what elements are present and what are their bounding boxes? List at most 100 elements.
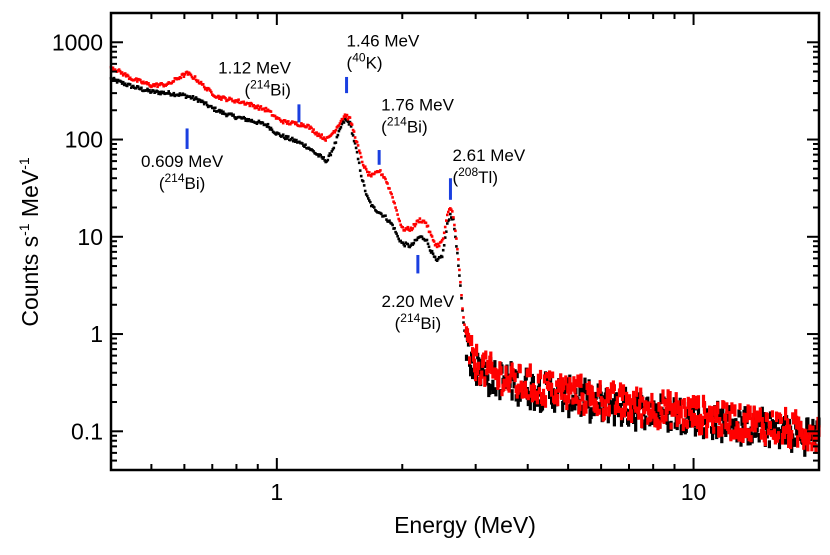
spectrum-red-point <box>795 415 799 430</box>
spectrum-red-point <box>526 394 530 401</box>
spectrum-red-point <box>123 72 127 75</box>
spectrum-black-point <box>548 390 552 399</box>
spectrum-red-point <box>399 223 402 227</box>
spectrum-black-point <box>293 138 296 141</box>
spectrum-red-point <box>237 98 240 101</box>
spectrum-black-point <box>450 216 453 219</box>
spectrum-red-point <box>661 389 665 404</box>
spectrum-black-point <box>435 259 439 262</box>
spectrum-black-point <box>684 426 688 433</box>
spectrum-black-point <box>727 405 731 417</box>
spectrum-red-point <box>626 398 630 406</box>
spectrum-red-point <box>657 402 661 412</box>
spectrum-red-point <box>559 373 563 389</box>
spectrum-black-point <box>177 94 181 97</box>
spectrum-red-point <box>470 335 474 347</box>
spectrum-red-point <box>437 244 441 248</box>
spectrum-red-point <box>646 417 650 425</box>
spectrum-red-point <box>363 165 367 168</box>
spectrum-black-point <box>515 370 519 379</box>
spectrum-red-point <box>307 124 310 127</box>
spectrum-black-point <box>563 388 567 396</box>
spectrum-black-point <box>312 150 315 153</box>
spectrum-red-point <box>351 128 355 132</box>
spectrum-red-point <box>315 131 318 134</box>
spectrum-black-point <box>157 92 160 96</box>
spectrum-black-point <box>574 388 578 400</box>
spectrum-red-point <box>698 413 703 428</box>
spectrum-black-point <box>687 410 691 423</box>
spectrum-red-point <box>510 362 514 369</box>
spectrum-red-point <box>135 77 138 80</box>
spectrum-red-point <box>284 120 288 124</box>
spectrum-red-point <box>573 379 577 394</box>
spectrum-black-point <box>412 241 416 245</box>
spectrum-red-point <box>390 192 393 196</box>
spectrum-black-point <box>428 249 432 252</box>
spectrum-red-point <box>713 405 717 416</box>
spectrum-black-point <box>261 121 265 125</box>
spectrum-red-point <box>647 401 651 416</box>
spectrum-black-point <box>631 399 635 414</box>
spectrum-black-point <box>328 152 332 155</box>
spectrum-red-point <box>383 176 386 179</box>
spectrum-red-point <box>544 372 549 379</box>
spectrum-red-point <box>783 426 787 439</box>
spectrum-red-point <box>397 217 400 221</box>
spectrum-red-point <box>523 380 527 395</box>
spectrum-red-point <box>744 427 748 439</box>
spectrum-black-point <box>438 256 442 259</box>
spectrum-red-point <box>294 122 297 126</box>
spectrum-red-point <box>751 412 755 427</box>
spectrum-black-point <box>457 264 460 267</box>
spectrum-red-point <box>254 105 258 108</box>
spectrum-red-point <box>445 219 448 222</box>
spectrum-red-point <box>141 81 144 85</box>
spectrum-black-point <box>337 129 341 133</box>
spectrum-red-point <box>765 413 769 423</box>
annotation-isotope: (214Bi) <box>159 171 205 193</box>
spectrum-red-point <box>142 80 145 84</box>
annotation-5: 2.61 MeV(208Tl) <box>448 146 526 200</box>
spectrum-black-point <box>589 407 593 420</box>
spectrum-red-point <box>550 382 554 397</box>
spectrum-red-point <box>578 399 582 411</box>
spectrum-black-point <box>351 134 355 137</box>
spectrum-red-point <box>768 421 772 430</box>
spectrum-red-point <box>495 369 499 379</box>
spectrum-red-point <box>412 223 416 226</box>
spectrum-red-point <box>730 402 734 414</box>
spectrum-red-point <box>600 397 604 407</box>
spectrum-red-point <box>507 381 511 393</box>
spectrum-red-point <box>587 381 591 391</box>
spectrum-red-point <box>111 66 115 70</box>
spectrum-red-point <box>475 343 479 357</box>
spectrum-red-point <box>623 405 628 412</box>
spectrum-black-point <box>268 128 272 131</box>
spectrum-black-point <box>491 379 495 394</box>
spectrum-red-point <box>280 119 284 123</box>
spectrum-red-point <box>663 398 667 407</box>
spectrum-red-point <box>136 80 139 83</box>
spectrum-red-point <box>591 391 595 406</box>
spectrum-black-point <box>212 106 215 110</box>
spectrum-black-point <box>706 408 710 417</box>
spectrum-red-point <box>301 124 304 128</box>
spectrum-black-point <box>634 417 638 432</box>
spectrum-red-point <box>177 77 181 81</box>
spectrum-red-point <box>452 216 455 219</box>
spectrum-red-point <box>259 105 263 108</box>
spectrum-black-point <box>303 145 306 148</box>
spectrum-black-point <box>367 197 370 200</box>
spectrum-black-point <box>606 414 610 424</box>
spectrum-red-point <box>189 73 193 77</box>
spectrum-red-point <box>312 128 315 131</box>
spectrum-red-point <box>786 418 790 426</box>
spectrum-red-point <box>658 420 662 429</box>
spectrum-black-point <box>425 238 429 242</box>
spectrum-red-point <box>454 229 457 233</box>
spectrum-red-point <box>392 200 395 203</box>
spectrum-black-point <box>396 234 399 238</box>
spectrum-black-point <box>334 141 338 144</box>
spectrum-black-point <box>368 199 371 202</box>
